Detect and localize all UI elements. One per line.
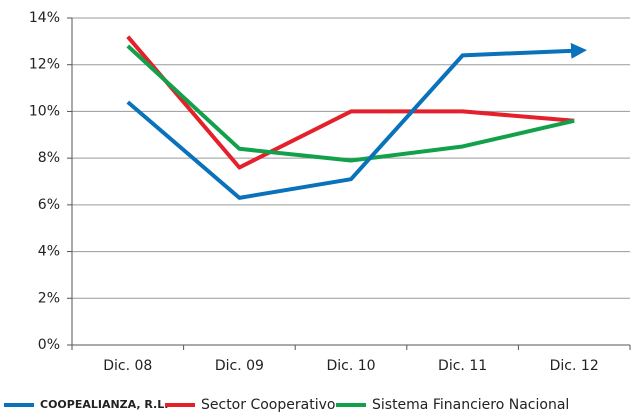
y-tick-label: 4% <box>38 244 60 260</box>
x-tick-label: Dic. 11 <box>438 358 487 374</box>
y-tick-label: 0% <box>38 337 60 353</box>
series-line <box>126 42 587 200</box>
y-tick-label: 14% <box>29 10 60 26</box>
y-tick-label: 8% <box>38 150 60 166</box>
series-line <box>126 44 575 163</box>
x-tick-label: Dic. 08 <box>103 358 152 374</box>
y-tick-label: 12% <box>29 57 60 73</box>
y-tick-label: 2% <box>38 290 60 306</box>
series-line <box>126 35 575 170</box>
legend-label: Sistema Financiero Nacional <box>372 397 569 413</box>
legend-label: Sector Cooperativo <box>201 397 335 413</box>
x-tick-label: Dic. 09 <box>215 358 264 374</box>
legend-label: COOPEALIANZA, R.L. <box>40 398 168 411</box>
y-tick-label: 10% <box>29 103 60 119</box>
x-tick-label: Dic. 10 <box>326 358 375 374</box>
x-tick-label: Dic. 12 <box>550 358 599 374</box>
y-tick-label: 6% <box>38 197 60 213</box>
